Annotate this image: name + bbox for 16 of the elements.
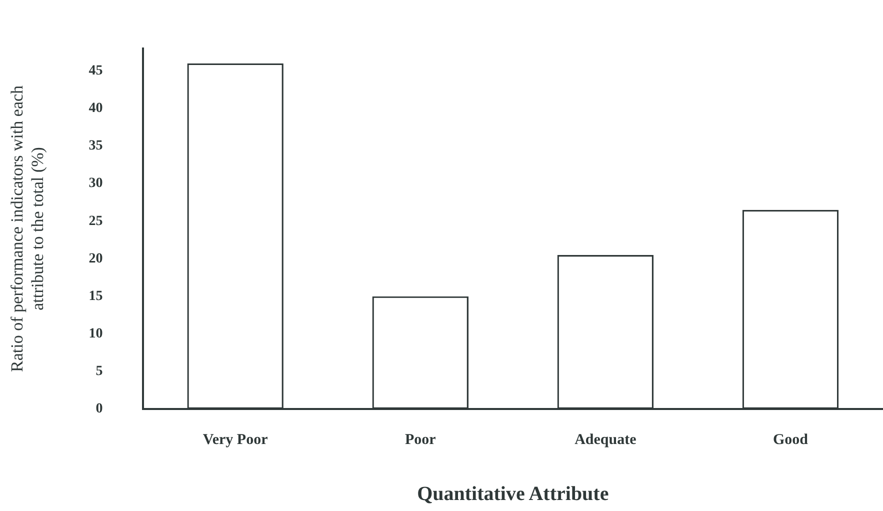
y-tick-label: 45 [88,64,103,79]
x-tick-label: Good [772,432,809,448]
y-tick-label: 25 [88,214,103,229]
y-tick-label: 15 [88,288,103,304]
x-tick-label: Adequate [574,432,637,448]
y-axis-title: Ratio of performance indicators with each attribute to the total (%) [8,84,48,372]
y-tick-label: 10 [88,326,103,342]
x-tick-label: Very Poor [202,432,268,448]
y-tick-label: 40 [88,101,103,116]
x-tick-label: Poor [404,432,436,448]
y-tick-label: 0 [96,402,103,417]
y-tick-label: 20 [88,251,103,266]
y-tick-label: 5 [96,364,103,380]
y-tick-label: 35 [88,138,103,154]
y-tick-label: 30 [88,176,103,192]
x-axis-title: Quantitative Attribute [417,483,609,506]
